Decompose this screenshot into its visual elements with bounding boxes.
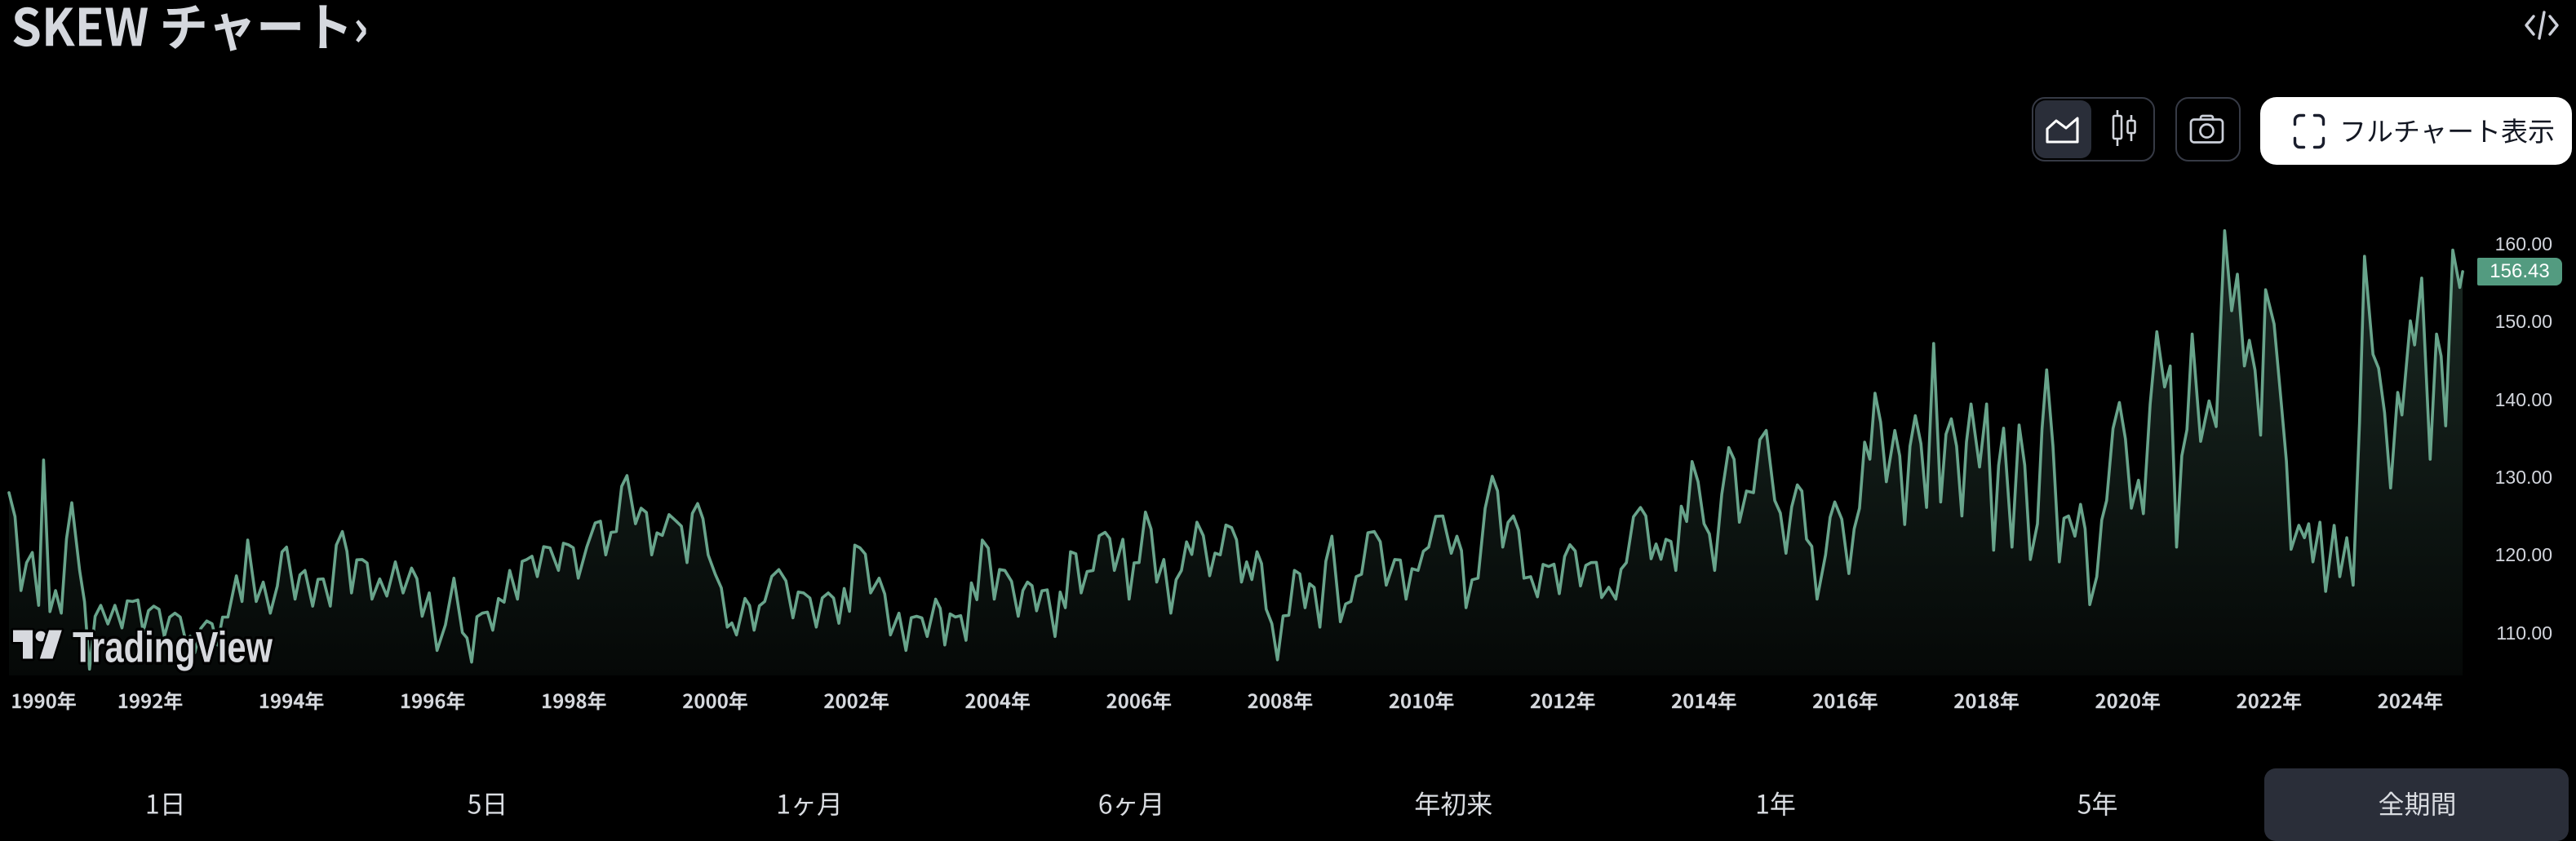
svg-text:TradingView: TradingView: [73, 624, 273, 672]
